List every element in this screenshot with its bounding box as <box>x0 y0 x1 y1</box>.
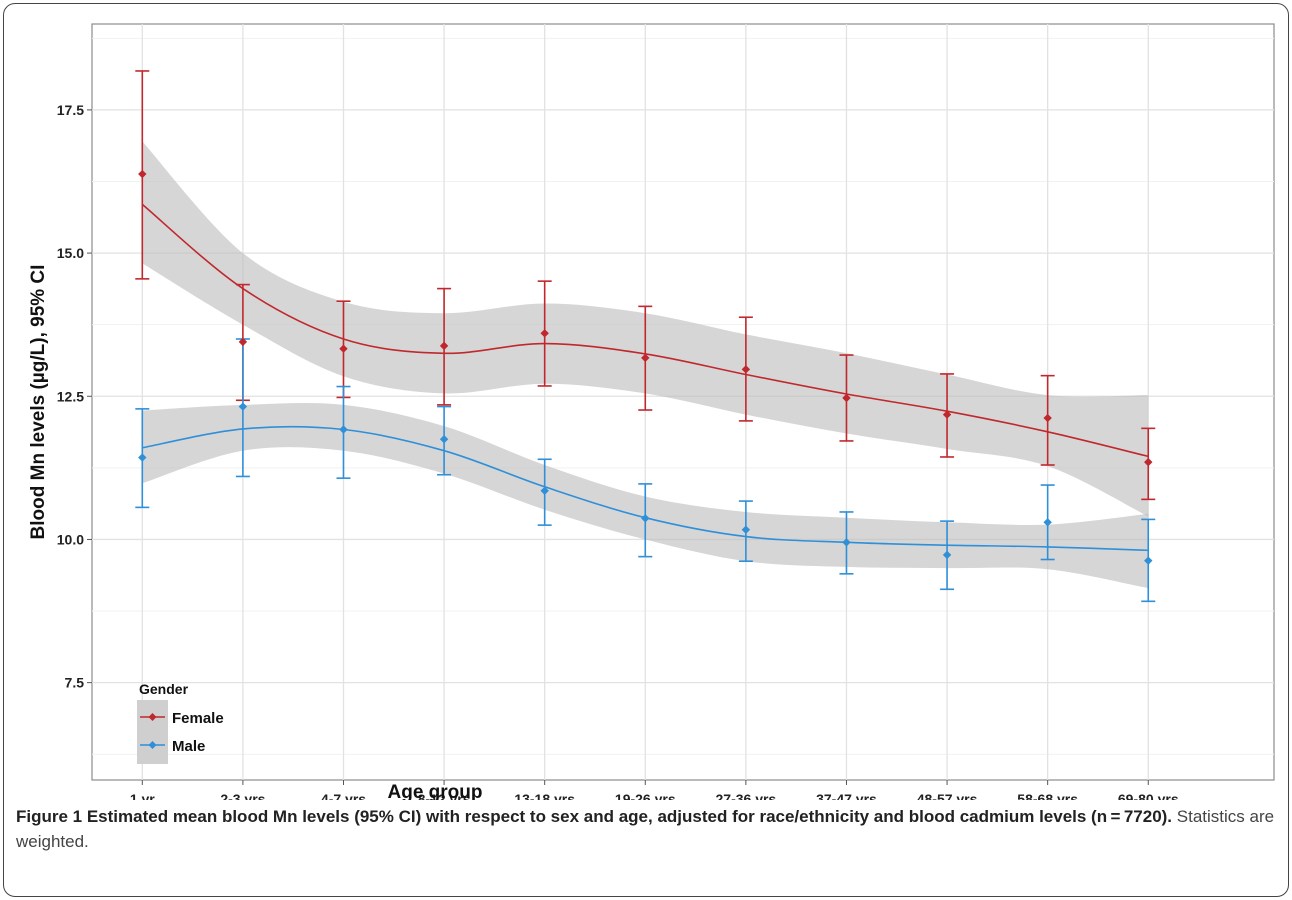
legend-key-background <box>137 700 168 764</box>
x-tick-label: 37-47 yrs <box>816 791 877 800</box>
error-bars <box>135 70 1156 603</box>
female-point <box>439 341 449 351</box>
legend: Gender Female Male <box>137 681 224 764</box>
data-points <box>138 169 1153 565</box>
male-point <box>842 538 851 547</box>
male-point <box>942 550 952 560</box>
female-point <box>942 410 952 419</box>
x-tick-label: 58-68 yrs <box>1017 791 1078 800</box>
x-tick-label: 2-3 yrs <box>220 791 265 800</box>
female-point <box>1144 457 1153 467</box>
female-point <box>540 329 549 338</box>
x-axis-title: Age group <box>388 782 483 800</box>
y-tick-label: 17.5 <box>57 102 84 118</box>
x-tick-label: 69-80 yrs <box>1118 791 1179 800</box>
legend-title: Gender <box>139 681 189 697</box>
x-tick-label: 27-36 yrs <box>716 791 777 800</box>
female-point <box>741 365 751 374</box>
male-legend-marker <box>148 741 157 749</box>
female-point <box>842 393 851 403</box>
y-tick-label: 10.0 <box>57 531 84 547</box>
x-tick-label: 4-7 yrs <box>321 791 366 800</box>
male-point <box>339 425 348 434</box>
female-legend-marker <box>148 713 157 721</box>
x-axis: 1 yr 2-3 yrs 4-7 yrs 8-12 yrs 13-18 yrs 19-26… <box>130 780 1179 800</box>
y-tick-label: 7.5 <box>65 675 85 691</box>
male-point <box>741 525 751 534</box>
female-point <box>238 337 248 347</box>
male-point <box>641 514 650 523</box>
caption-bold-text: Figure 1 Estimated mean blood Mn levels … <box>16 807 1173 826</box>
male-point <box>1043 518 1052 527</box>
female-point <box>339 344 348 353</box>
y-axis: 7.5 10.0 12.5 15.0 17.5 <box>57 102 92 691</box>
x-tick-label: 1 yr <box>130 791 155 800</box>
female-point <box>138 169 147 179</box>
figure-caption: Figure 1 Estimated mean blood Mn levels … <box>16 804 1281 854</box>
male-point <box>439 435 449 444</box>
male-point <box>1144 556 1153 565</box>
male-point <box>540 486 549 495</box>
male-legend-label: Male <box>172 738 205 755</box>
caption-plain-text: Statistics are weighted. <box>16 807 1275 851</box>
y-tick-label: 12.5 <box>57 388 84 404</box>
x-tick-label: 13-18 yrs <box>514 791 575 800</box>
chart: 7.5 10.0 12.5 15.0 17.5 1 yr 2-3 yrs 4-7 yrs 8-… <box>28 23 1275 800</box>
x-tick-label: 8-12 yrs <box>418 791 471 800</box>
y-tick-label: 15.0 <box>57 245 84 261</box>
male-point <box>238 402 248 411</box>
female-point <box>1043 413 1052 423</box>
x-tick-label: 48-57 yrs <box>917 791 978 800</box>
female-legend-label: Female <box>172 710 224 727</box>
y-axis-title: Blood Mn levels (µg/L), 95% CI <box>28 265 49 540</box>
male-point <box>138 453 147 462</box>
male-ci-band <box>142 403 1149 589</box>
x-tick-label: 19-26 yrs <box>615 791 676 800</box>
female-point <box>641 353 650 363</box>
